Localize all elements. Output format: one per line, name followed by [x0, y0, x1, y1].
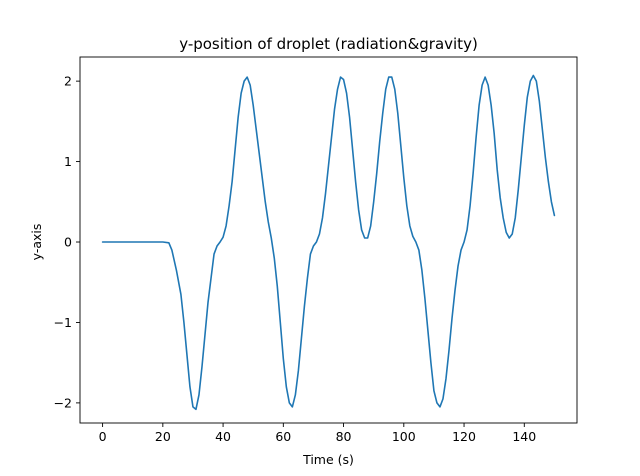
x-tick-label: 80 [336, 429, 352, 444]
plot-area: 0 20 40 60 80 100 120 140 −2 −1 0 1 2 [54, 56, 578, 444]
y-tick-label: 0 [64, 235, 72, 250]
chart-title: y-position of droplet (radiation&gravity… [179, 35, 478, 53]
y-tick-label: 1 [64, 154, 72, 169]
plot-frame [79, 56, 578, 424]
x-tick-label: 0 [99, 429, 107, 444]
x-tick-label: 60 [275, 429, 291, 444]
y-tick-label: −1 [54, 315, 72, 330]
x-tick-label: 120 [452, 429, 476, 444]
x-tick-label: 40 [215, 429, 231, 444]
y-tick-label: 2 [64, 74, 72, 89]
x-axis-label: Time (s) [302, 452, 354, 467]
x-tick-label: 100 [392, 429, 416, 444]
y-axis-label: y-axis [29, 224, 44, 261]
series-line-0 [101, 74, 556, 411]
x-tick-label: 140 [512, 429, 536, 444]
x-tick-label: 20 [155, 429, 171, 444]
y-tick-label: −2 [54, 395, 72, 410]
